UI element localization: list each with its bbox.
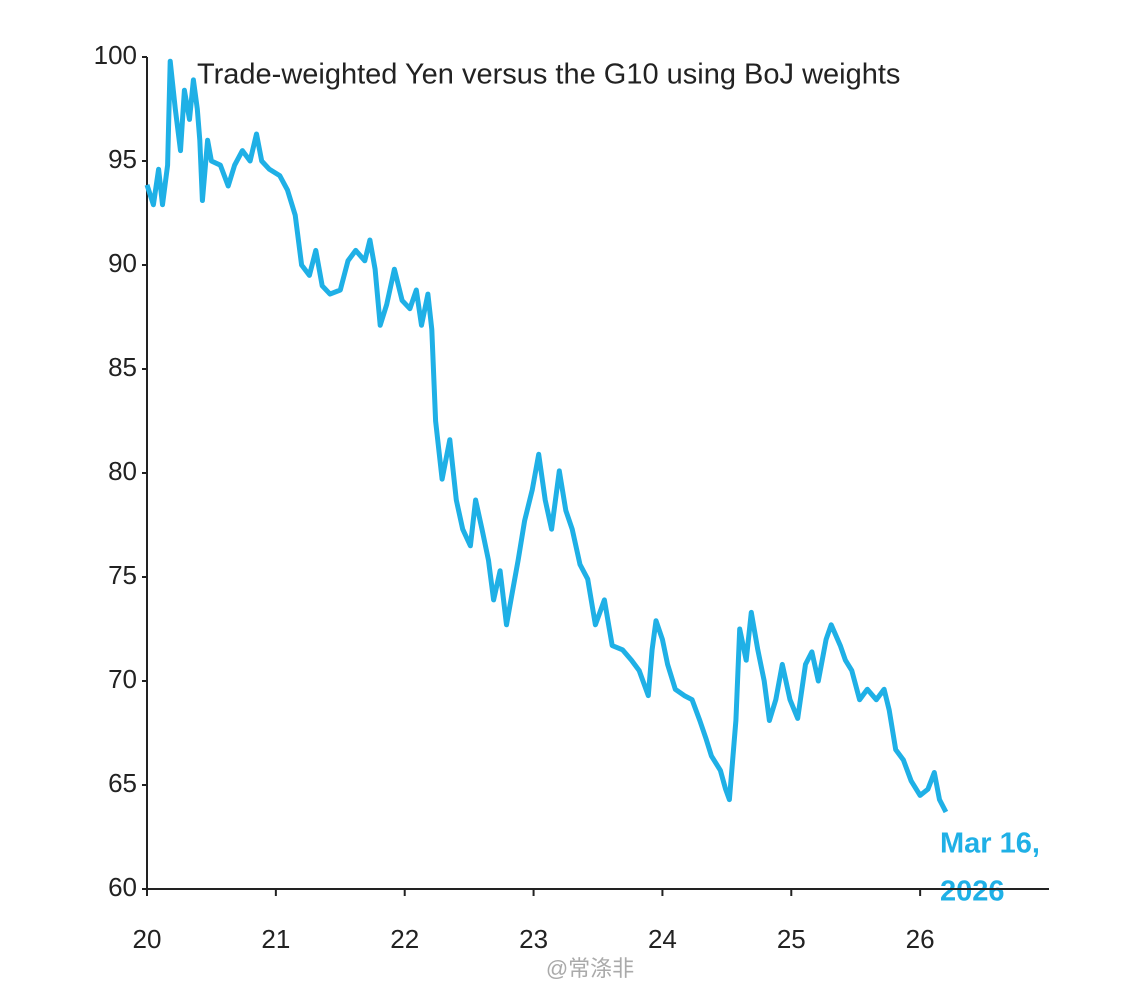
y-tick-label: 100: [94, 40, 137, 70]
y-tick-label: 95: [108, 144, 137, 174]
annotation: Mar 16,: [940, 828, 1040, 860]
x-tick-label: 20: [133, 924, 162, 954]
x-tick-label: 21: [261, 924, 290, 954]
y-tick-label: 85: [108, 352, 137, 382]
x-tick-label: 25: [777, 924, 806, 954]
annotation: 2026: [940, 876, 1005, 908]
y-tick-label: 65: [108, 768, 137, 798]
x-tick-label: 22: [390, 924, 419, 954]
x-tick-label: 23: [519, 924, 548, 954]
x-tick-label: 24: [648, 924, 677, 954]
y-tick-label: 80: [108, 456, 137, 486]
y-tick-label: 75: [108, 560, 137, 590]
y-tick-label: 60: [108, 872, 137, 902]
y-tick-label: 90: [108, 248, 137, 278]
y-tick-label: 70: [108, 664, 137, 694]
x-tick-label: 26: [906, 924, 935, 954]
watermark: @常涤非: [546, 956, 634, 981]
line-series: [144, 58, 949, 814]
chart-title: Trade-weighted Yen versus the G10 using …: [197, 59, 900, 91]
